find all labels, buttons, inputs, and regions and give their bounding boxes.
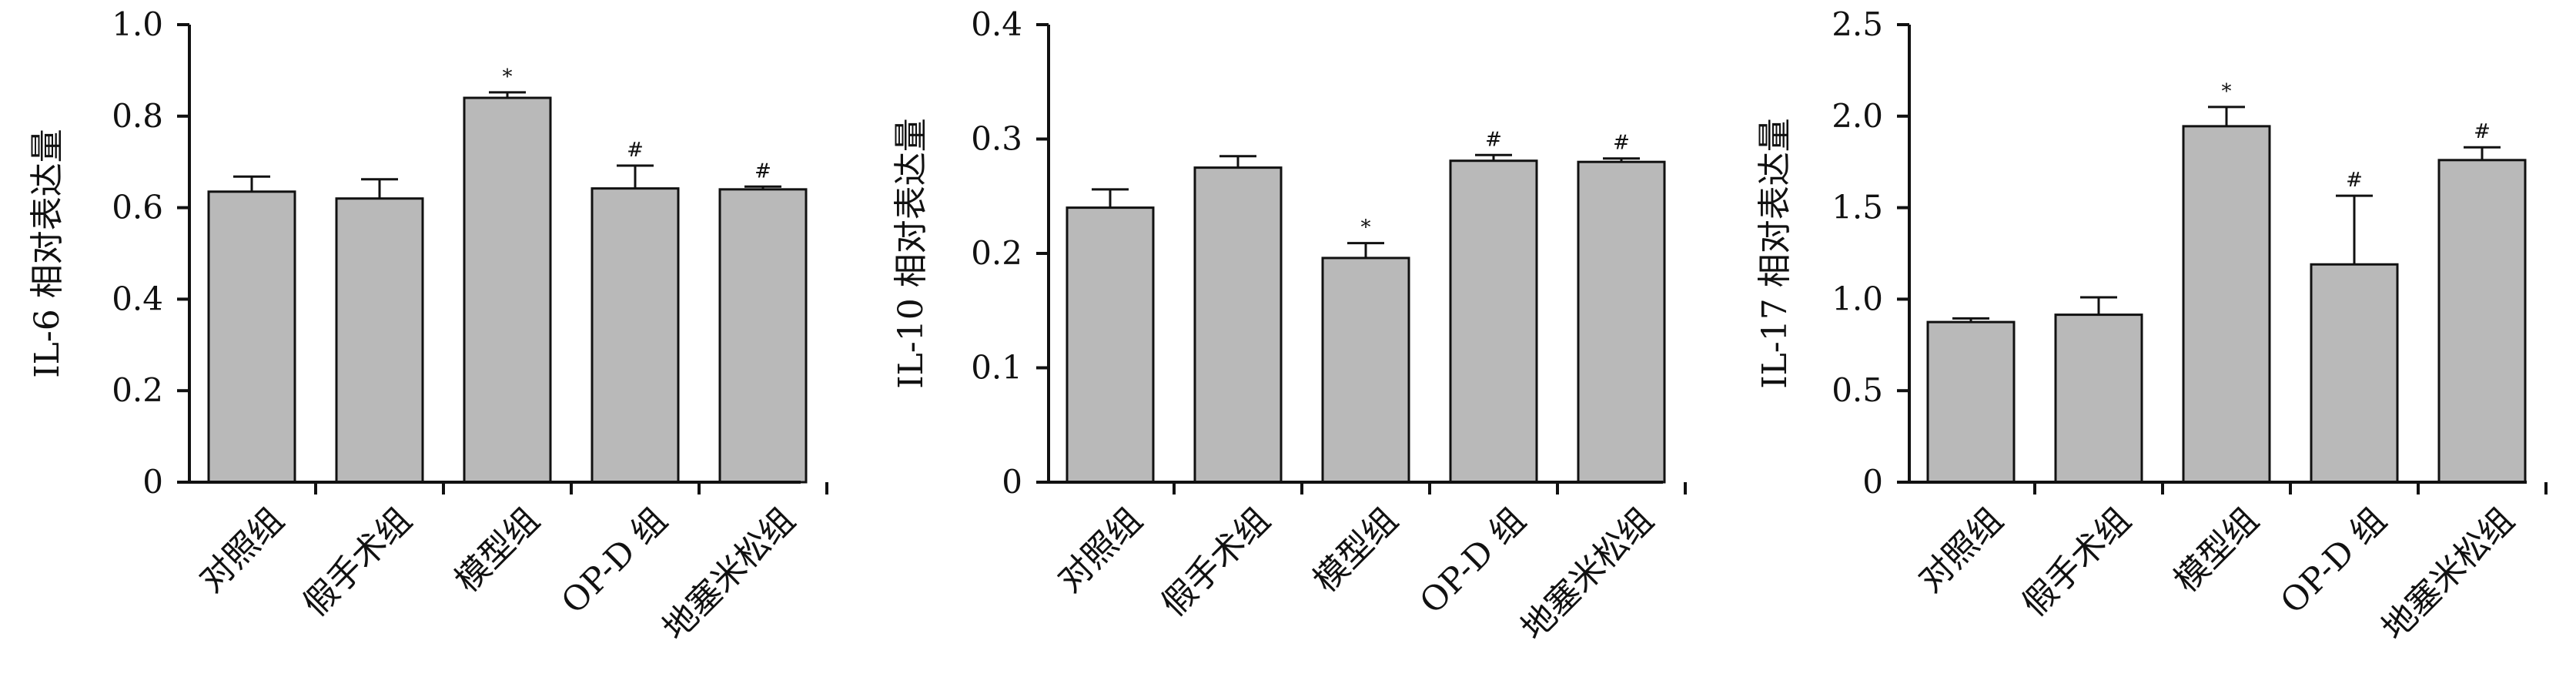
il6-error-bar-4 <box>744 185 781 189</box>
il6-category-label-4: 地塞米松组 <box>655 501 803 649</box>
il6-bar-1 <box>335 197 424 484</box>
il17-y-tick-label-3: 1.5 <box>1832 189 1883 226</box>
il17-category-label-0: 对照组 <box>1911 501 2010 600</box>
il6-significance-mark-2: * <box>503 65 513 89</box>
il17-bar-3 <box>2310 263 2399 484</box>
il6-error-bar-1 <box>361 178 398 199</box>
il17-significance-mark-2: * <box>2222 80 2232 103</box>
il10-category-label-3: OP-D 组 <box>1413 501 1534 622</box>
il10-y-tick-label-3: 0.3 <box>971 120 1022 158</box>
il17-y-tick-label-2: 1.0 <box>1832 280 1883 317</box>
il10-bar-3 <box>1449 159 1538 484</box>
il10-significance-mark-3: # <box>1485 128 1502 151</box>
il6-chart: * # #0 0.2 0.4 0.6 0.8 1.0 对照组 假手术组 模型组 OP-D 组地塞米松组… <box>28 5 828 649</box>
il17-bar-0 <box>1926 320 2016 484</box>
il17-category-label-4: 地塞米松组 <box>2374 501 2522 649</box>
il17-category-label-2: 模型组 <box>2166 501 2266 600</box>
il10-category-label-4: 地塞米松组 <box>1514 501 1661 649</box>
il6-bar-4 <box>718 188 808 484</box>
il6-bar-2 <box>463 96 552 484</box>
il17-error-bar-4 <box>2464 146 2501 160</box>
il17-y-tick-label-5: 2.5 <box>1832 5 1883 43</box>
il17-y-axis-label: IL-17 相对表达量 <box>1755 118 1795 388</box>
il6-significance-mark-4: # <box>754 159 771 183</box>
il10-significance-mark-2: * <box>1361 216 1371 240</box>
il10-y-tick-label-2: 0.2 <box>971 234 1022 272</box>
il10-error-bar-0 <box>1092 188 1129 208</box>
il10-error-bar-3 <box>1475 153 1512 161</box>
il10-bar-2 <box>1321 256 1410 484</box>
il6-y-tick-label-5: 1.0 <box>112 5 163 43</box>
il10-bar-0 <box>1066 206 1155 484</box>
il17-chart: * # #0 0.5 1.0 1.5 2.0 2.5 对照组 假手术组 模型组 OP-D 组地塞米松组… <box>1755 5 2548 649</box>
il6-y-tick-label-0: 0 <box>142 463 163 501</box>
il17-category-label-3: OP-D 组 <box>2273 501 2394 622</box>
il17-error-bar-2 <box>2208 106 2245 126</box>
il6-y-axis-label: IL-6 相对表达量 <box>28 129 67 377</box>
il6-bar-3 <box>590 187 680 484</box>
il10-error-bar-1 <box>1219 155 1256 168</box>
il6-y-tick-label-3: 0.6 <box>112 189 163 226</box>
il17-y-tick-label-0: 0 <box>1862 463 1883 501</box>
il10-bar-1 <box>1193 166 1283 484</box>
il10-y-tick-label-1: 0.1 <box>971 349 1022 387</box>
il10-category-label-2: 模型组 <box>1306 501 1405 600</box>
il17-bar-2 <box>2182 125 2271 484</box>
il6-category-label-3: OP-D 组 <box>554 501 675 622</box>
il10-bar-4 <box>1577 160 1666 484</box>
il17-category-label-1: 假手术组 <box>2015 501 2139 625</box>
il6-category-label-2: 模型组 <box>447 501 547 600</box>
il6-significance-mark-3: # <box>627 139 644 162</box>
il10-category-label-1: 假手术组 <box>1154 501 1278 625</box>
il17-bar-1 <box>2054 313 2143 484</box>
il17-significance-mark-3: # <box>2346 169 2363 192</box>
il10-y-axis-label: IL-10 相对表达量 <box>892 118 931 388</box>
il17-error-bar-0 <box>1952 317 1989 323</box>
il6-error-bar-3 <box>617 164 654 189</box>
il6-y-tick-label-1: 0.2 <box>112 371 163 409</box>
il17-y-tick-label-1: 0.5 <box>1832 371 1883 409</box>
il10-error-bar-2 <box>1347 242 1384 258</box>
il6-category-label-1: 假手术组 <box>296 501 420 625</box>
il10-significance-mark-4: # <box>1613 132 1630 155</box>
il6-bar-0 <box>207 190 296 484</box>
il10-error-bar-4 <box>1603 157 1640 163</box>
il10-y-tick-label-4: 0.4 <box>971 5 1022 43</box>
il6-error-bar-2 <box>489 91 526 99</box>
il6-error-bar-0 <box>233 175 270 192</box>
il17-significance-mark-4: # <box>2474 120 2491 143</box>
il6-y-tick-label-2: 0.4 <box>112 280 163 317</box>
il6-category-label-0: 对照组 <box>192 501 291 600</box>
il6-y-tick-label-4: 0.8 <box>112 97 163 135</box>
il17-error-bar-3 <box>2336 194 2373 265</box>
il10-category-label-0: 对照组 <box>1050 501 1149 600</box>
il17-y-tick-label-4: 2.0 <box>1832 97 1883 135</box>
il10-y-tick-label-0: 0 <box>1002 463 1022 501</box>
il17-bar-4 <box>2437 159 2527 484</box>
il17-error-bar-1 <box>2080 296 2117 315</box>
